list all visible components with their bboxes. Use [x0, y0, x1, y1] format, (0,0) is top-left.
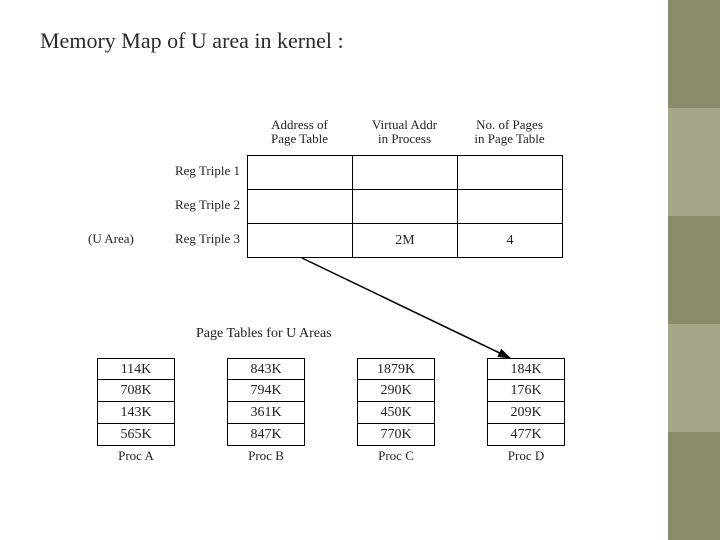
stripe-seg	[668, 0, 720, 108]
pt-cell: 361K	[227, 402, 305, 424]
pt-cell: 843K	[227, 358, 305, 380]
proc-a: 114K 708K 143K 565K Proc A	[97, 358, 175, 464]
reg-cell: 2M	[353, 224, 458, 258]
arrow-line	[302, 258, 510, 358]
reg-row-label-1: Reg Triple 1	[175, 163, 240, 179]
pt-cell: 477K	[487, 424, 565, 446]
proc-label: Proc C	[357, 448, 435, 464]
reg-cell	[248, 224, 353, 258]
pt-cell: 114K	[97, 358, 175, 380]
proc-label: Proc B	[227, 448, 305, 464]
pt-cell: 184K	[487, 358, 565, 380]
reg-cell	[248, 156, 353, 190]
reg-cell	[458, 190, 563, 224]
reg-row-3: 2M 4	[248, 224, 563, 258]
pt-cell: 290K	[357, 380, 435, 402]
proc-d: 184K 176K 209K 477K Proc D	[487, 358, 565, 464]
pt-cell: 770K	[357, 424, 435, 446]
reg-row-1	[248, 156, 563, 190]
reg-row-2	[248, 190, 563, 224]
stripe-seg	[668, 216, 720, 324]
reg-triple-table: 2M 4	[247, 155, 563, 258]
pt-cell: 565K	[97, 424, 175, 446]
reg-header-addr: Address of Page Table	[247, 118, 352, 147]
reg-cell	[353, 156, 458, 190]
proc-label: Proc D	[487, 448, 565, 464]
pt-cell: 847K	[227, 424, 305, 446]
pt-cell: 450K	[357, 402, 435, 424]
reg-cell: 4	[458, 224, 563, 258]
pt-cell: 176K	[487, 380, 565, 402]
stripe-seg	[668, 432, 720, 540]
pt-cell: 209K	[487, 402, 565, 424]
reg-header-vaddr: Virtual Addr in Process	[352, 118, 457, 147]
page-title: Memory Map of U area in kernel :	[40, 28, 344, 54]
reg-header-npages: No. of Pages in Page Table	[457, 118, 562, 147]
pt-cell: 794K	[227, 380, 305, 402]
uarea-prefix-label: (U Area)	[88, 231, 134, 247]
proc-label: Proc A	[97, 448, 175, 464]
side-stripe	[668, 0, 720, 540]
reg-cell	[353, 190, 458, 224]
stripe-seg	[668, 108, 720, 216]
reg-row-label-3: Reg Triple 3	[175, 231, 240, 247]
proc-c: 1879K 290K 450K 770K Proc C	[357, 358, 435, 464]
stripe-seg	[668, 324, 720, 432]
pt-cell: 708K	[97, 380, 175, 402]
reg-cell	[248, 190, 353, 224]
pt-cell: 1879K	[357, 358, 435, 380]
pt-cell: 143K	[97, 402, 175, 424]
reg-row-label-2: Reg Triple 2	[175, 197, 240, 213]
proc-b: 843K 794K 361K 847K Proc B	[227, 358, 305, 464]
page-tables-caption: Page Tables for U Areas	[196, 326, 332, 342]
reg-cell	[458, 156, 563, 190]
